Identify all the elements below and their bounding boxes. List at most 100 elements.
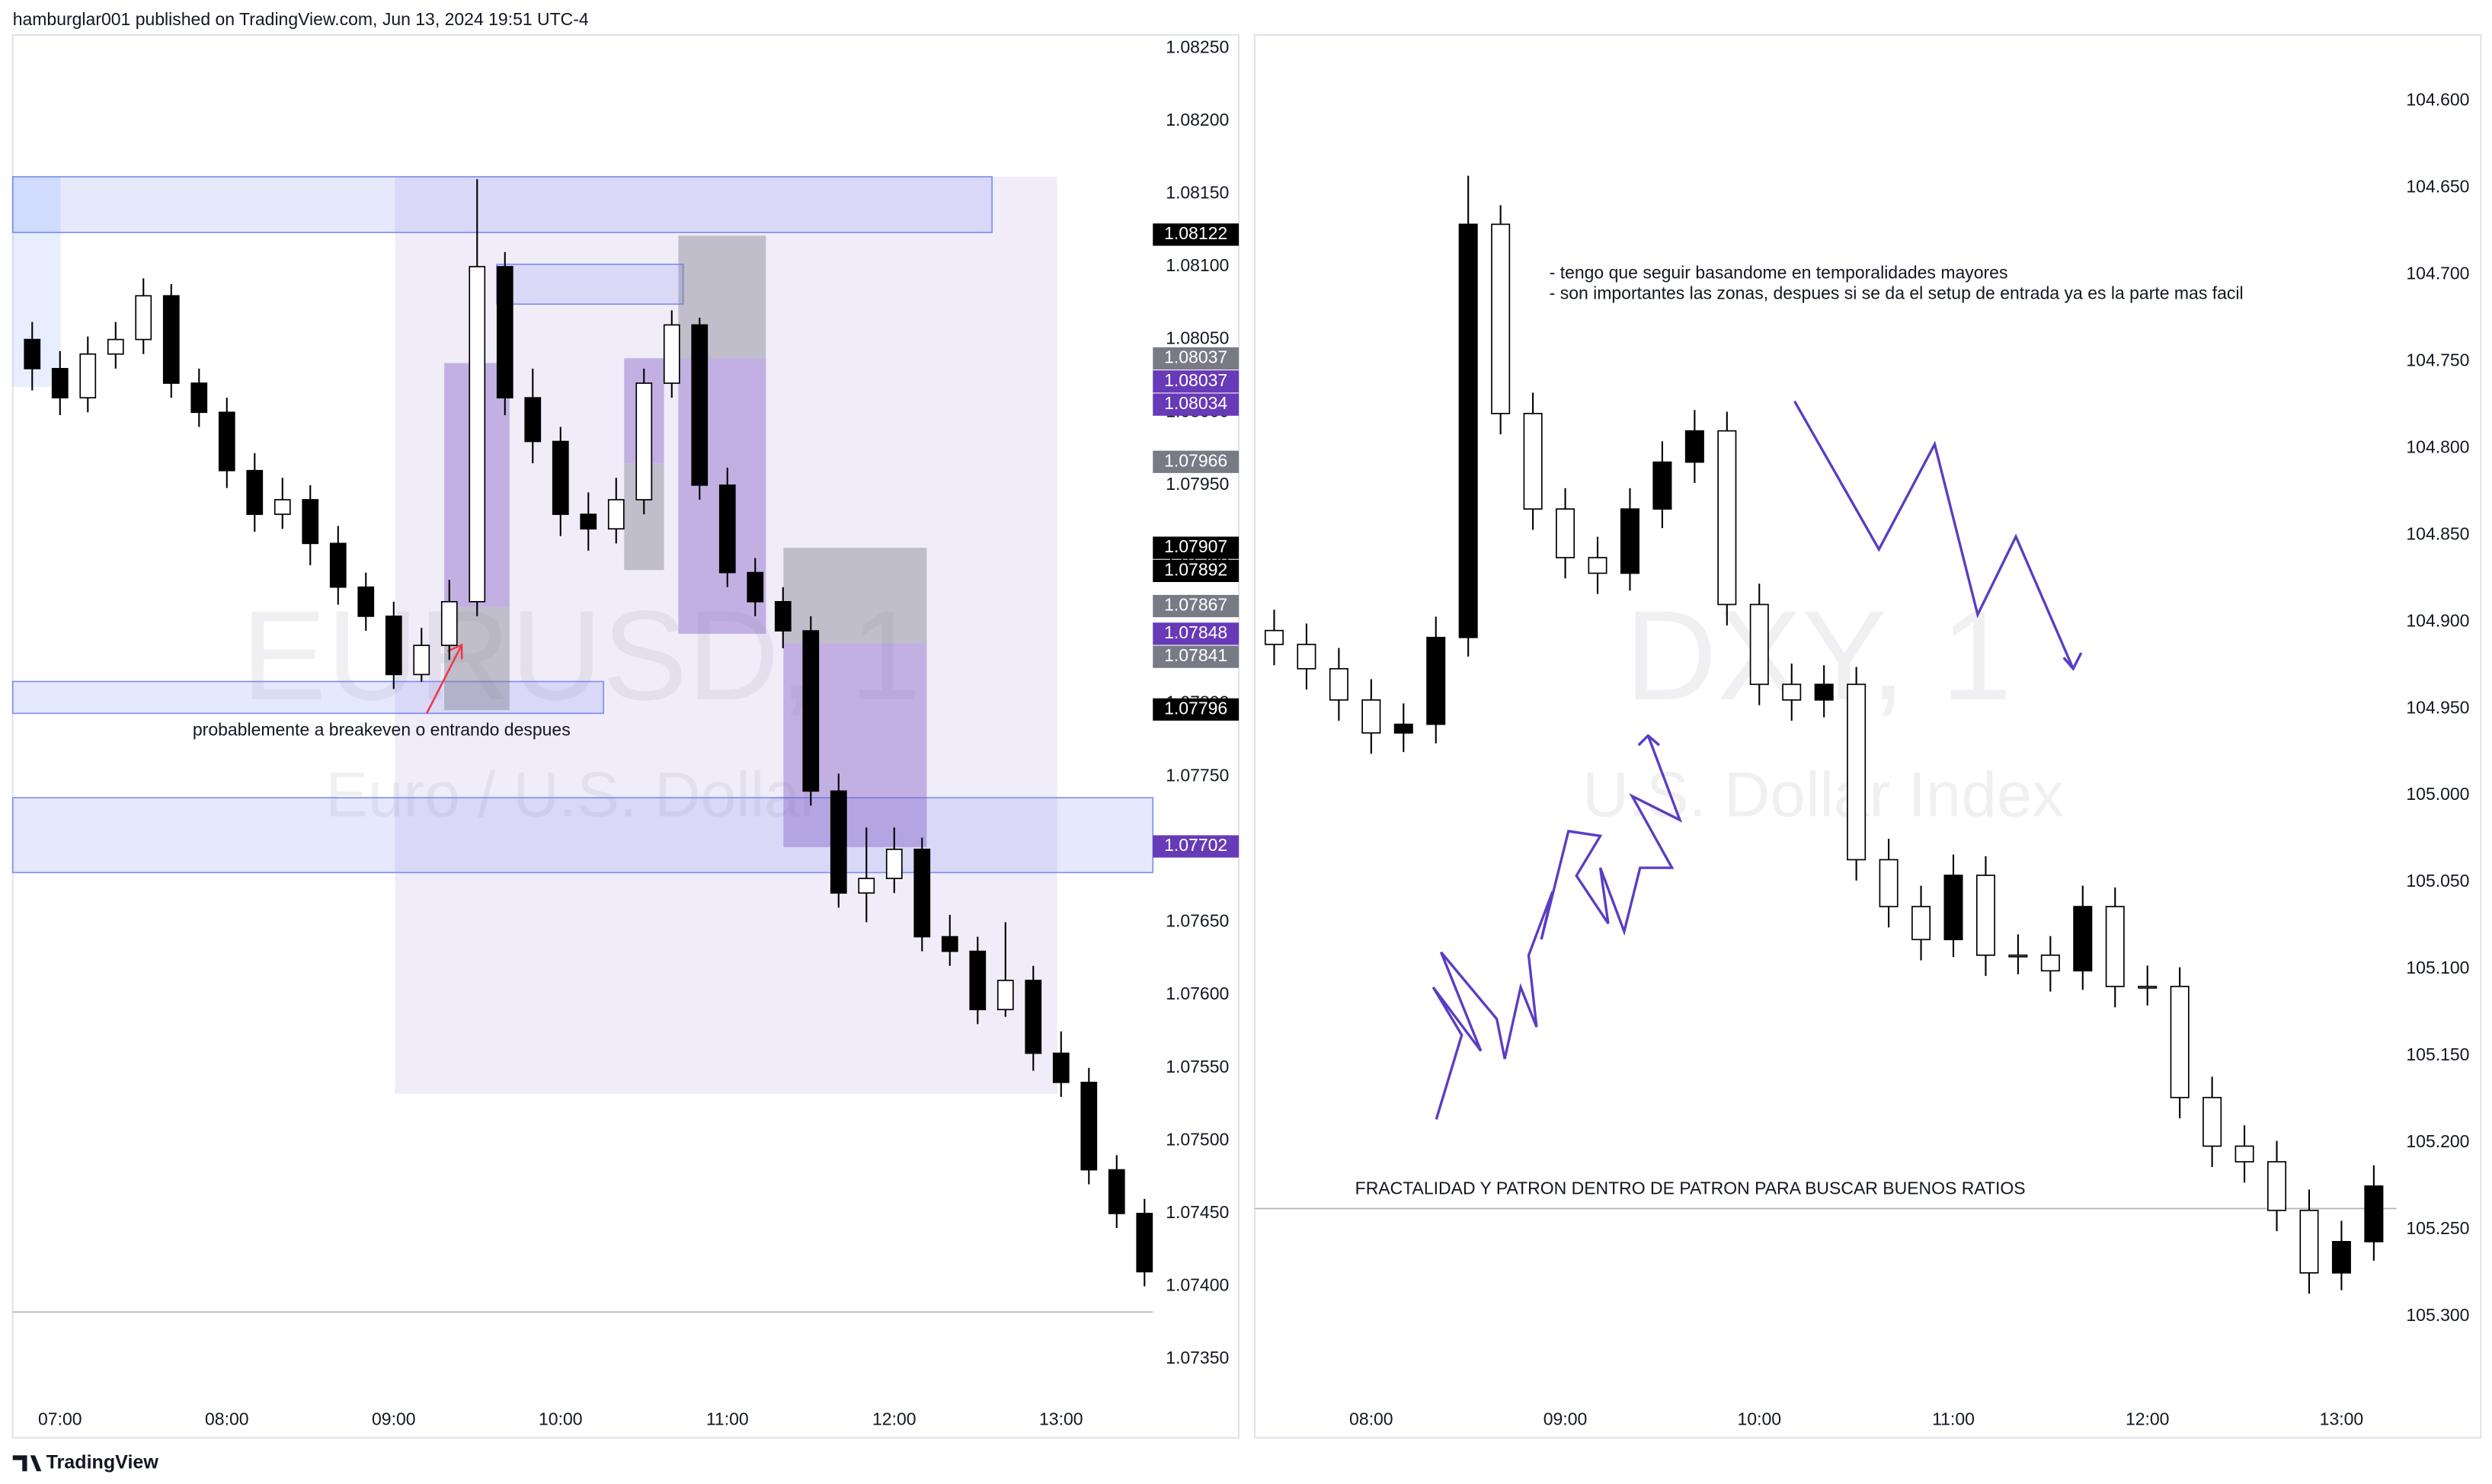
price-tag bbox=[1153, 698, 1240, 721]
candle-body bbox=[2331, 1241, 2351, 1274]
candle-body bbox=[747, 571, 764, 603]
candle-body bbox=[274, 499, 291, 515]
x-tick-label: 11:00 bbox=[706, 1409, 749, 1428]
price-tag-label: 1.07841 bbox=[1164, 645, 1227, 665]
y-tick-label: 105.050 bbox=[2406, 871, 2469, 891]
candle-body bbox=[996, 980, 1014, 1011]
candle-body bbox=[858, 878, 875, 894]
candle-body bbox=[718, 485, 736, 574]
candle-body bbox=[774, 600, 792, 632]
candle-body bbox=[1426, 636, 1446, 725]
y-tick-label: 104.800 bbox=[2406, 437, 2469, 456]
y-tick-label: 1.07450 bbox=[1166, 1202, 1229, 1222]
candle-body bbox=[190, 382, 208, 414]
zone bbox=[11, 797, 1154, 874]
zigzag bbox=[1793, 400, 2075, 670]
candle-body bbox=[1620, 508, 1639, 574]
price-tag-label: 1.07892 bbox=[1164, 559, 1227, 579]
candle-body bbox=[635, 382, 653, 501]
y-tick-label: 1.07600 bbox=[1166, 983, 1229, 1003]
candle-body bbox=[24, 338, 41, 369]
price-tag-label: 1.07966 bbox=[1164, 450, 1227, 470]
candle-body bbox=[107, 338, 124, 355]
candle-body bbox=[2170, 986, 2190, 1099]
candle-body bbox=[524, 397, 542, 443]
candle-body bbox=[218, 411, 235, 472]
candle-body bbox=[1652, 461, 1672, 510]
price-tag bbox=[1153, 835, 1240, 858]
price-tag bbox=[1153, 223, 1240, 246]
candle-body bbox=[885, 849, 903, 879]
x-tick-label: 10:00 bbox=[539, 1409, 583, 1428]
candle-body bbox=[2105, 906, 2125, 987]
candle-body bbox=[2364, 1185, 2384, 1243]
candle-body bbox=[552, 440, 569, 515]
candle-body bbox=[1523, 412, 1543, 510]
price-tag-label: 1.08122 bbox=[1164, 223, 1227, 243]
candle-body bbox=[2234, 1145, 2254, 1163]
watermark-subtitle: U.S. Dollar Index bbox=[1582, 758, 2064, 830]
candle-body bbox=[302, 499, 319, 545]
candle-body bbox=[830, 790, 847, 894]
y-tick-label: 104.900 bbox=[2406, 610, 2469, 630]
zone bbox=[11, 176, 993, 234]
y-tick-label: 104.600 bbox=[2406, 90, 2469, 110]
price-tag bbox=[1153, 536, 1240, 559]
candle-body bbox=[2138, 986, 2158, 989]
candle-body bbox=[51, 368, 69, 398]
y-tick-label: 105.000 bbox=[2406, 784, 2469, 804]
y-tick-label: 1.08200 bbox=[1166, 110, 1229, 130]
red-arrow bbox=[426, 643, 463, 714]
candle-body bbox=[663, 324, 680, 384]
x-tick-label: 13:00 bbox=[1039, 1409, 1083, 1428]
candle-body bbox=[1297, 644, 1316, 670]
y-tick-label: 105.150 bbox=[2406, 1044, 2469, 1064]
candle-body bbox=[802, 630, 820, 792]
candle-body bbox=[1264, 629, 1284, 645]
price-tag bbox=[1153, 347, 1240, 370]
stop-box bbox=[783, 548, 927, 644]
y-tick-label: 1.08050 bbox=[1166, 328, 1229, 348]
candle-body bbox=[1329, 667, 1348, 701]
candle-body bbox=[469, 266, 486, 603]
candle-body bbox=[691, 324, 709, 486]
zone bbox=[11, 680, 604, 715]
candle-body bbox=[1136, 1213, 1153, 1273]
price-tag-label: 1.07907 bbox=[1164, 536, 1227, 556]
price-tag-label: 1.07848 bbox=[1164, 622, 1227, 642]
y-tick-label: 1.08100 bbox=[1166, 255, 1229, 275]
header-text: hamburglar001 published on TradingView.c… bbox=[13, 9, 589, 29]
candle-body bbox=[580, 513, 597, 530]
candle-body bbox=[1717, 430, 1737, 606]
y-tick-label: 104.700 bbox=[2406, 264, 2469, 283]
y-tick-label: 1.07350 bbox=[1166, 1348, 1229, 1367]
y-tick-label: 104.750 bbox=[2406, 350, 2469, 370]
candle-body bbox=[1879, 859, 1899, 907]
candle-body bbox=[413, 644, 430, 676]
candle-body bbox=[969, 950, 987, 1011]
x-tick-label: 13:00 bbox=[2320, 1409, 2364, 1428]
zone bbox=[496, 264, 684, 305]
candle-body bbox=[1556, 508, 1575, 558]
y-tick-label: 1.07650 bbox=[1166, 911, 1229, 931]
y-tick-label: 1.07400 bbox=[1166, 1275, 1229, 1295]
x-tick-label: 12:00 bbox=[2126, 1409, 2170, 1428]
price-tag bbox=[1153, 370, 1240, 393]
x-tick-label: 07:00 bbox=[38, 1409, 82, 1428]
candle-body bbox=[1847, 683, 1867, 861]
candle-body bbox=[1052, 1052, 1070, 1083]
watermark-subtitle: Euro / U.S. Dollar bbox=[325, 758, 821, 830]
y-tick-label: 105.200 bbox=[2406, 1131, 2469, 1151]
x-tick-label: 08:00 bbox=[205, 1409, 249, 1428]
price-tag bbox=[1153, 645, 1240, 668]
candle-body bbox=[1108, 1169, 1125, 1214]
x-tick-label: 08:00 bbox=[1349, 1409, 1393, 1428]
x-tick-label: 11:00 bbox=[1932, 1409, 1975, 1428]
candle-body bbox=[357, 586, 375, 617]
price-tag bbox=[1153, 594, 1240, 618]
candle-body bbox=[496, 266, 513, 398]
candle-body bbox=[1911, 906, 1931, 941]
candle-body bbox=[1814, 683, 1834, 701]
